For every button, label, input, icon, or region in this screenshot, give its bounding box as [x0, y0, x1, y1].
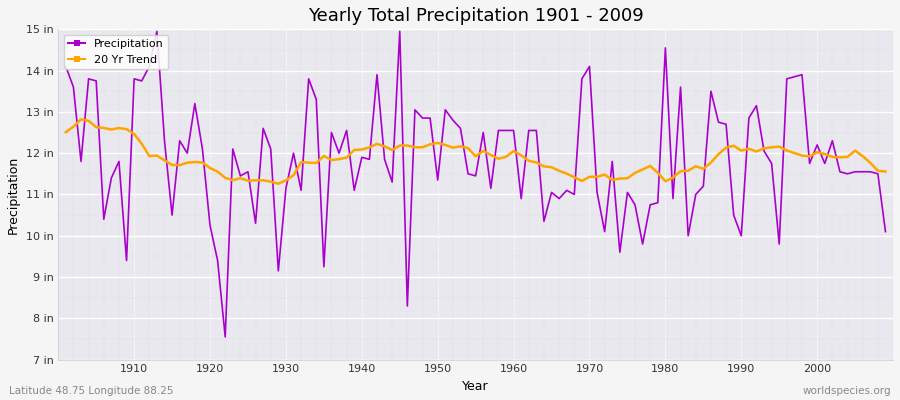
X-axis label: Year: Year — [463, 380, 489, 393]
Legend: Precipitation, 20 Yr Trend: Precipitation, 20 Yr Trend — [64, 35, 168, 70]
Title: Yearly Total Precipitation 1901 - 2009: Yearly Total Precipitation 1901 - 2009 — [308, 7, 644, 25]
Y-axis label: Precipitation: Precipitation — [7, 155, 20, 234]
Text: Latitude 48.75 Longitude 88.25: Latitude 48.75 Longitude 88.25 — [9, 386, 174, 396]
Text: worldspecies.org: worldspecies.org — [803, 386, 891, 396]
